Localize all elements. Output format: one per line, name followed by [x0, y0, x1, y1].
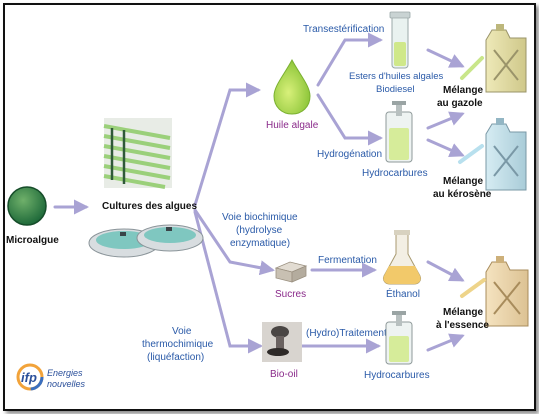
jerrycan-gazole-image	[460, 24, 527, 93]
oil-drop-icon	[273, 58, 311, 115]
logo-line2: nouvelles	[47, 379, 86, 389]
gazole-sample-tube-icon	[460, 56, 484, 80]
hydrocarbures-top-label: Hydrocarbures	[362, 168, 428, 179]
voie-biochimique-line3: enzymatique)	[230, 238, 290, 249]
ethanol-label: Éthanol	[386, 287, 420, 300]
arrow-huile-to-transesterification	[316, 32, 383, 87]
hydrocarbures-beaker-image-top	[385, 101, 413, 163]
voie-biochimique-line1: Voie biochimique	[222, 212, 298, 223]
microalgue-node: Microalgue	[6, 186, 59, 246]
bio-oil-photo	[262, 322, 302, 362]
arrow-cultures-to-huile	[193, 82, 261, 207]
arrow-huile-to-hydrogenation	[316, 93, 383, 146]
essence-line2: à l'essence	[436, 320, 489, 331]
kerosene-line2: au kérosène	[433, 189, 492, 200]
cultures-label: Cultures des algues	[102, 201, 197, 212]
fermentation-label: Fermentation	[318, 255, 377, 266]
arrow-hydrocarbures-to-gazole	[426, 111, 465, 130]
sugar-cubes-image	[274, 261, 308, 283]
huile-algale-node: Huile algale	[266, 58, 319, 131]
esters-label: Esters d'huiles algales	[349, 71, 443, 82]
arrow-hydrocarbures-to-kerosene	[426, 138, 465, 158]
cultures-node: Cultures des algues	[88, 118, 204, 258]
kerosene-line1: Mélange	[443, 176, 483, 187]
jerrycan-kerosene-image	[458, 118, 527, 191]
bio-oil-label: Bio-oil	[270, 369, 298, 380]
biodiesel-tube-image	[389, 11, 411, 69]
voie-thermochimique-line2: thermochimique	[142, 339, 214, 350]
hydrocarbures-bottom-label: Hydrocarbures	[364, 370, 430, 381]
gazole-line2: au gazole	[437, 98, 483, 109]
transesterification-label: Transestérification	[303, 24, 384, 35]
gazole-line1: Mélange	[443, 85, 483, 96]
arrow-cultures-to-sucres	[193, 208, 275, 276]
jerrycan-essence-image	[460, 256, 529, 327]
hydrogenation-label: Hydrogénation	[317, 149, 382, 160]
arrow-biodiesel-to-gazole	[426, 48, 465, 68]
essence-line1: Mélange	[443, 307, 483, 318]
sucres-label: Sucres	[275, 289, 306, 300]
hydrocarbures-beaker-image-bottom	[385, 311, 413, 365]
arrow-ethanol-to-essence	[426, 260, 465, 282]
voie-biochimique-line2: (hydrolyse	[236, 225, 283, 236]
ethanol-flask-image	[383, 230, 421, 285]
microalgue-label: Microalgue	[6, 235, 59, 246]
photobioreactor-image	[103, 118, 172, 189]
raceway-ponds-image	[88, 224, 204, 258]
logo-line1: Energies	[47, 368, 83, 378]
arrow-cultures-to-biooil	[193, 210, 263, 354]
microalgue-cell-image	[7, 186, 47, 226]
logo-mark-text: ifp	[21, 370, 37, 385]
kerosene-sample-tube-icon	[458, 144, 484, 164]
essence-sample-tube-icon	[460, 278, 486, 298]
voie-thermochimique-line1: Voie	[172, 326, 192, 337]
huile-algale-label: Huile algale	[266, 120, 319, 131]
arrow-hydrocarbures-to-essence	[426, 333, 465, 352]
voie-thermochimique-line3: (liquéfaction)	[147, 352, 204, 363]
biodiesel-label: Biodiesel	[376, 84, 415, 95]
ifp-energies-nouvelles-logo: ifp Energies nouvelles	[16, 363, 86, 391]
flow-arrows	[53, 32, 465, 354]
hydro-traitement-label: (Hydro)Traitement	[306, 328, 387, 339]
